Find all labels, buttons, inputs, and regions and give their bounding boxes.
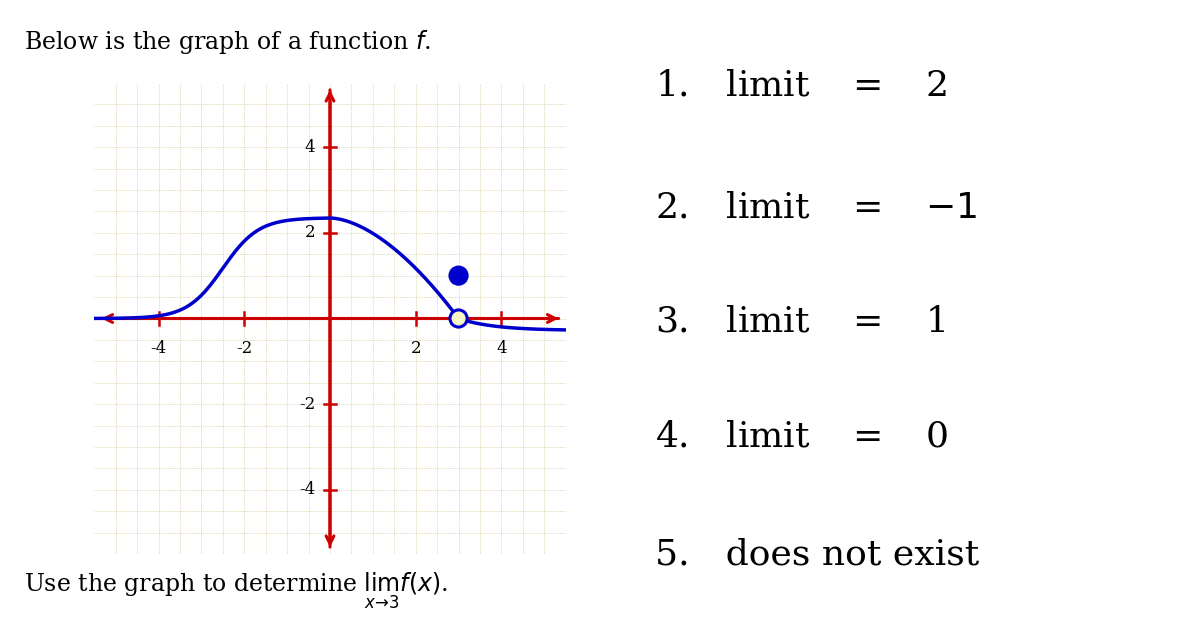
Text: Below is the graph of a function $f$.: Below is the graph of a function $f$. <box>24 28 431 56</box>
Text: 2. limit $=$ $-1$: 2. limit $=$ $-1$ <box>655 190 977 224</box>
Text: 3. limit $=$ 1: 3. limit $=$ 1 <box>655 304 946 339</box>
Circle shape <box>450 310 467 327</box>
Text: 4: 4 <box>305 139 316 155</box>
Text: 2: 2 <box>410 340 421 357</box>
Text: 4: 4 <box>496 340 506 357</box>
Text: -4: -4 <box>299 482 316 498</box>
Text: Use the graph to determine $\lim_{x \to 3} f(x)$.: Use the graph to determine $\lim_{x \to … <box>24 571 448 612</box>
Text: 5. does not exist: 5. does not exist <box>655 537 979 571</box>
Text: -4: -4 <box>150 340 167 357</box>
Text: 2: 2 <box>305 224 316 241</box>
Text: 1. limit $=$ 2: 1. limit $=$ 2 <box>655 69 947 103</box>
Circle shape <box>450 267 467 284</box>
Text: -2: -2 <box>299 396 316 413</box>
Text: 4. limit $=$ 0: 4. limit $=$ 0 <box>655 419 948 454</box>
Text: -2: -2 <box>236 340 252 357</box>
